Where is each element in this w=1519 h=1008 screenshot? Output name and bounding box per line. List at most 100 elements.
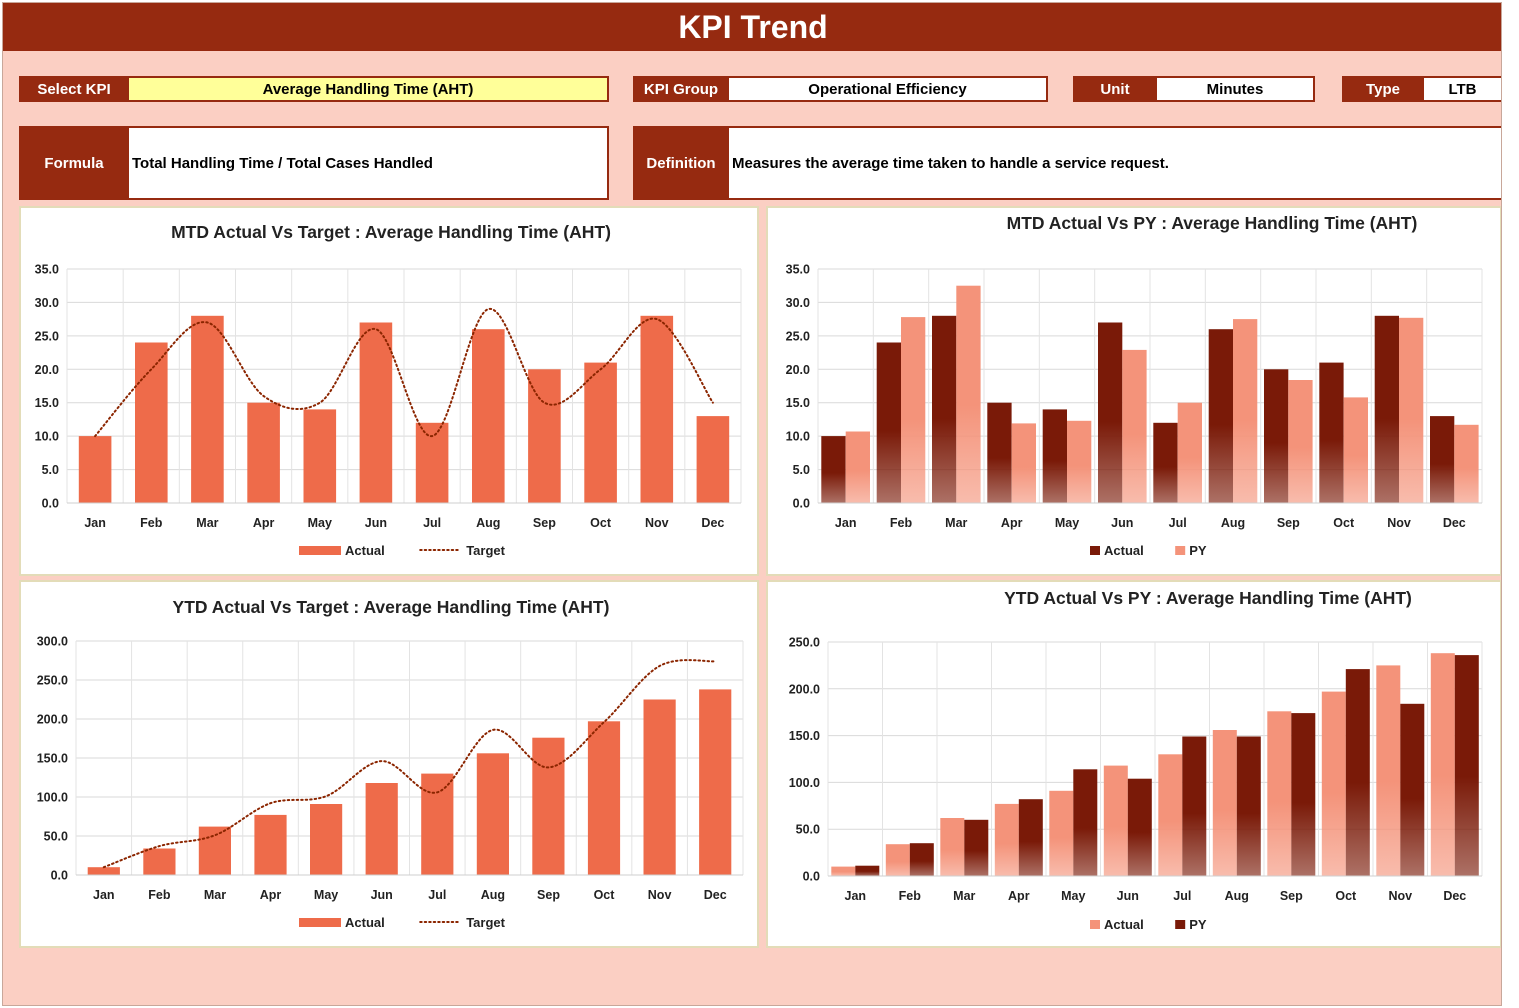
bar-actual-sep: [532, 737, 565, 875]
x-tick-label: Mar: [196, 516, 218, 530]
y-tick-label: 20.0: [35, 363, 59, 377]
bar-actual-feb: [885, 844, 910, 876]
legend-label-py: PY: [1189, 543, 1207, 558]
y-tick-label: 5.0: [42, 463, 59, 477]
x-tick-label: Jan: [84, 516, 106, 530]
bar-actual-dec: [1430, 416, 1455, 503]
bar-actual-aug: [472, 329, 505, 503]
type-label: Type: [1342, 76, 1424, 102]
type-value: LTB: [1422, 76, 1501, 102]
kpi-group-value: Operational Efficiency: [727, 76, 1048, 102]
bar-actual-aug: [1212, 730, 1237, 876]
bar-py-sep: [1288, 380, 1313, 503]
x-tick-label: Jan: [93, 888, 115, 902]
page-title: KPI Trend: [3, 3, 1501, 51]
legend-swatch-py: [1175, 546, 1186, 555]
y-tick-label: 100.0: [37, 791, 68, 805]
bar-actual-oct: [1321, 691, 1346, 876]
chart-panel-mtd-py: MTD Actual Vs PY : Average Handling Time…: [766, 206, 1501, 576]
x-tick-label: Mar: [204, 888, 226, 902]
bar-py-nov: [1399, 317, 1424, 503]
bar-actual-jan: [87, 867, 120, 875]
x-tick-label: Nov: [1388, 889, 1412, 903]
x-tick-label: May: [1055, 516, 1079, 530]
x-tick-label: Jul: [428, 888, 446, 902]
ytd-actual-vs-py-chart: YTD Actual Vs PY : Average Handling Time…: [789, 588, 1483, 932]
x-tick-label: Jul: [1173, 889, 1191, 903]
legend-swatch-actual: [299, 546, 341, 555]
y-tick-label: 150.0: [789, 729, 820, 743]
bar-actual-feb: [135, 342, 168, 503]
y-tick-label: 35.0: [786, 263, 810, 277]
kpi-group-label: KPI Group: [633, 76, 729, 102]
bar-actual-may: [303, 409, 337, 503]
y-tick-label: 200.0: [37, 713, 68, 727]
y-tick-label: 25.0: [35, 329, 59, 343]
y-tick-label: 0.0: [803, 870, 820, 884]
x-tick-label: Aug: [1221, 516, 1245, 530]
bar-actual-jul: [415, 422, 449, 503]
x-tick-label: May: [1061, 889, 1085, 903]
bar-actual-feb: [143, 848, 176, 875]
x-tick-label: May: [308, 516, 332, 530]
x-tick-label: Feb: [148, 888, 171, 902]
select-kpi-dropdown[interactable]: Average Handling Time (AHT): [127, 76, 609, 102]
bar-actual-mar: [940, 818, 965, 876]
chart-legend: Actual Target: [299, 915, 506, 930]
bar-actual-nov: [1376, 665, 1401, 876]
x-tick-label: Jun: [1111, 516, 1133, 530]
x-tick-label: Feb: [140, 516, 163, 530]
bar-actual-oct: [587, 721, 621, 875]
legend-label-actual: Actual: [1104, 917, 1144, 932]
bar-actual-apr: [994, 803, 1019, 876]
y-tick-label: 35.0: [35, 263, 59, 277]
y-tick-label: 0.0: [793, 497, 810, 511]
x-tick-label: Dec: [1443, 889, 1466, 903]
y-tick-label: 50.0: [44, 830, 68, 844]
y-tick-label: 0.0: [51, 869, 68, 883]
x-tick-label: Feb: [890, 516, 913, 530]
chart-panel-mtd-target: MTD Actual Vs Target : Average Handling …: [19, 206, 759, 576]
bar-actual-sep: [1264, 369, 1289, 503]
bar-actual-sep: [528, 369, 561, 503]
bar-actual-jun: [1098, 322, 1123, 503]
chart-title: MTD Actual Vs PY : Average Handling Time…: [1007, 213, 1418, 233]
x-tick-label: Sep: [1277, 516, 1300, 530]
legend-label-target: Target: [466, 915, 505, 930]
chart-legend: Actual PY: [1090, 917, 1207, 932]
bar-py-dec: [1454, 655, 1479, 876]
bar-actual-jul: [1158, 754, 1183, 876]
bar-py-aug: [1236, 736, 1261, 876]
x-tick-label: Aug: [481, 888, 505, 902]
ytd-actual-vs-target-chart: YTD Actual Vs Target : Average Handling …: [37, 597, 744, 930]
bar-py-dec: [1454, 424, 1479, 503]
line-target: [94, 308, 714, 438]
bar-py-feb: [901, 317, 926, 503]
x-tick-label: Mar: [945, 516, 967, 530]
x-tick-label: Sep: [537, 888, 560, 902]
bar-actual-aug: [476, 753, 509, 875]
chart-legend: Actual PY: [1090, 543, 1207, 558]
bar-actual-sep: [1267, 711, 1292, 876]
bar-actual-jan: [821, 436, 846, 503]
bar-actual-nov: [1374, 315, 1399, 503]
y-tick-label: 15.0: [786, 396, 810, 410]
x-tick-label: Jul: [1169, 516, 1187, 530]
bar-actual-jul: [1153, 422, 1178, 503]
y-tick-label: 25.0: [786, 329, 810, 343]
bar-actual-aug: [1208, 329, 1233, 503]
y-tick-label: 0.0: [42, 497, 59, 511]
bar-py-apr: [1018, 799, 1043, 876]
bar-actual-apr: [254, 814, 287, 875]
x-tick-label: Aug: [1225, 889, 1249, 903]
bar-actual-dec: [1430, 653, 1455, 876]
y-tick-label: 250.0: [789, 636, 820, 650]
definition-label: Definition: [633, 126, 729, 200]
x-tick-label: Dec: [1443, 516, 1466, 530]
unit-value: Minutes: [1155, 76, 1315, 102]
bar-py-jan: [855, 865, 880, 876]
legend-swatch-actual: [1090, 546, 1100, 555]
line-target: [102, 659, 717, 869]
bar-py-feb: [909, 843, 934, 876]
